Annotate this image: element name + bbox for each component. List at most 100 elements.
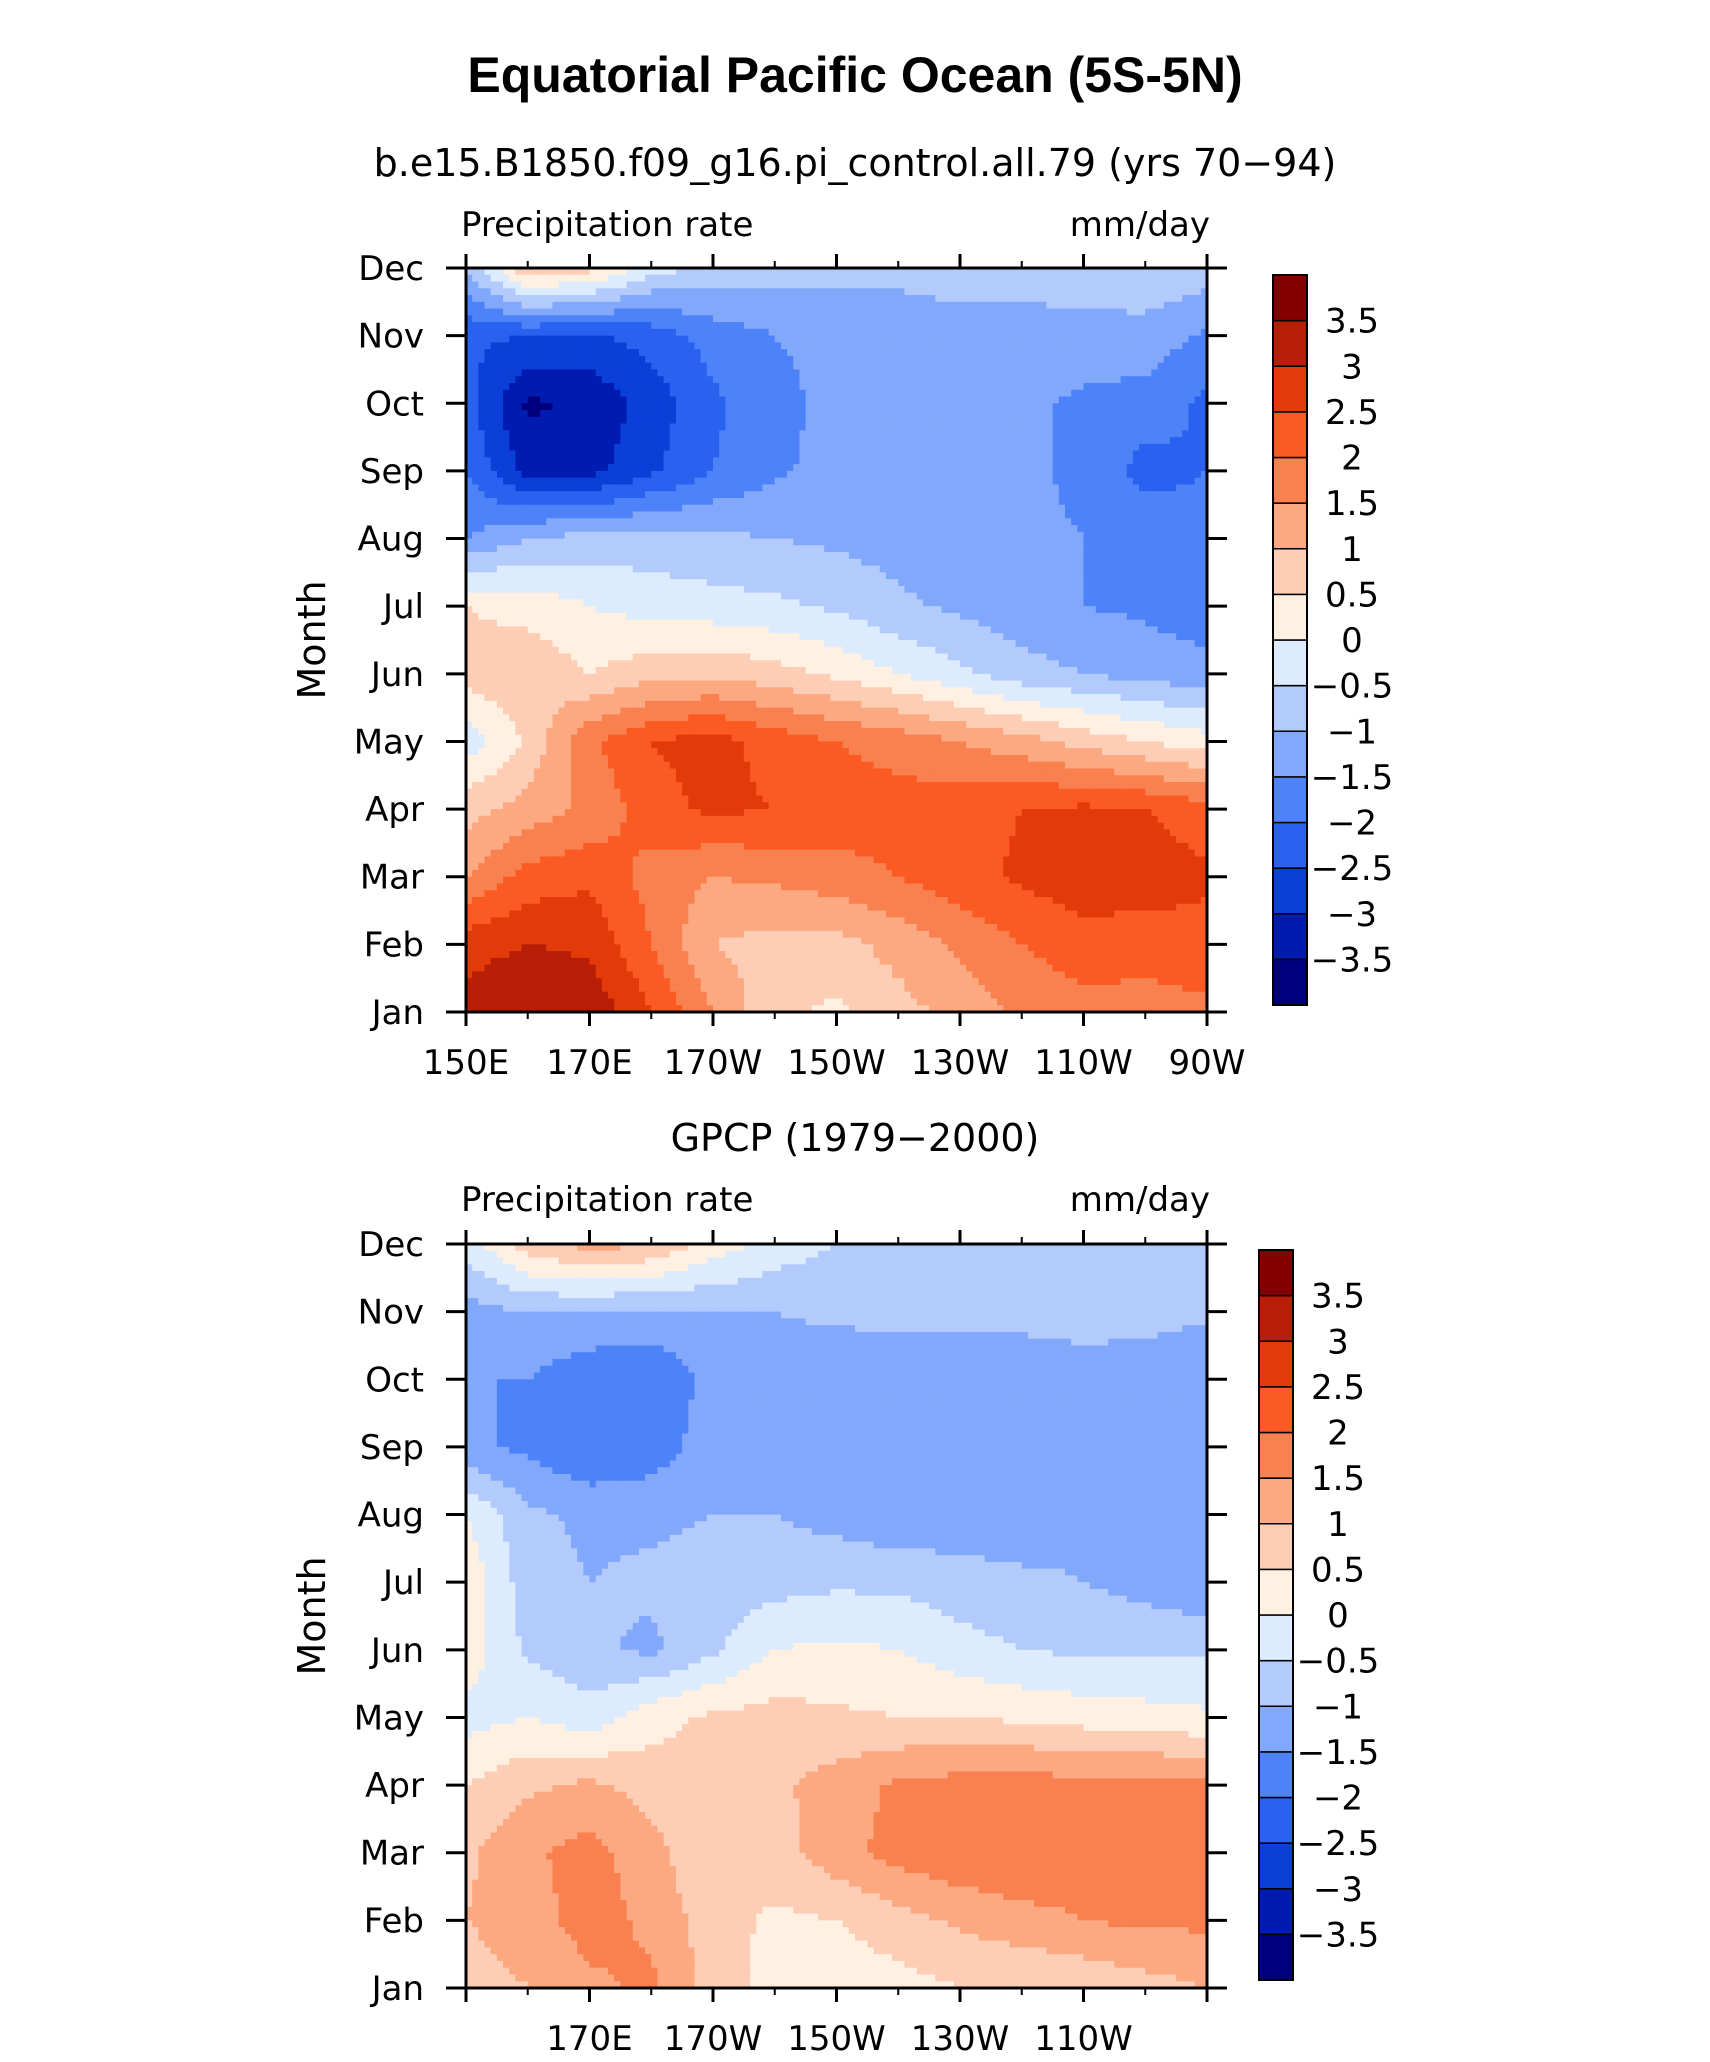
heatmap-cell	[1132, 322, 1140, 330]
heatmap-cell	[1145, 403, 1153, 411]
heatmap-cell	[1058, 430, 1066, 438]
heatmap-cell	[515, 538, 523, 546]
heatmap-cell	[953, 268, 961, 276]
heatmap-cell	[756, 430, 763, 438]
heatmap-cell	[1194, 281, 1202, 289]
heatmap-cell	[626, 504, 634, 513]
heatmap-cell	[892, 403, 899, 411]
heatmap-cell	[898, 315, 906, 323]
heatmap-cell	[509, 416, 516, 425]
heatmap-cell	[774, 396, 782, 404]
heatmap-cell	[1046, 403, 1054, 411]
heatmap-cell	[583, 464, 591, 472]
heatmap-cell	[694, 288, 702, 296]
heatmap-cell	[1077, 315, 1085, 323]
heatmap-cell	[997, 416, 1004, 425]
heatmap-cell	[533, 403, 541, 411]
heatmap-cell	[1120, 484, 1128, 492]
heatmap-cell	[879, 308, 887, 316]
heatmap-cell	[1102, 443, 1109, 452]
heatmap-cell	[1034, 525, 1041, 533]
heatmap-cell	[953, 423, 961, 431]
heatmap-cell	[1163, 470, 1171, 479]
heatmap-cell	[509, 423, 516, 431]
heatmap-cell	[1015, 518, 1023, 526]
heatmap-cell	[638, 525, 646, 533]
heatmap-cell	[595, 423, 603, 431]
heatmap-cell	[1034, 281, 1041, 289]
heatmap-cell	[509, 464, 516, 472]
heatmap-cell	[490, 443, 498, 452]
heatmap-cell	[675, 342, 683, 350]
heatmap-cell	[466, 295, 473, 303]
heatmap-cell	[595, 362, 603, 371]
heatmap-cell	[713, 355, 720, 364]
heatmap-cell	[1071, 443, 1078, 452]
heatmap-cell	[620, 274, 628, 283]
heatmap-cell	[910, 403, 918, 411]
heatmap-cell	[768, 281, 776, 289]
heatmap-cell	[787, 301, 794, 310]
heatmap-cell	[669, 355, 677, 364]
heatmap-cell	[817, 545, 825, 553]
heatmap-cell	[540, 328, 547, 337]
heatmap-cell	[645, 477, 652, 486]
heatmap-cell	[472, 288, 479, 296]
heatmap-cell	[737, 423, 745, 431]
heatmap-cell	[1058, 328, 1066, 337]
heatmap-cell	[1021, 525, 1029, 533]
heatmap-cell	[1132, 362, 1140, 371]
heatmap-cell	[688, 281, 696, 289]
heatmap-cell	[1132, 450, 1140, 458]
heatmap-cell	[1157, 369, 1165, 377]
heatmap-cell	[1151, 423, 1159, 431]
heatmap-cell	[867, 491, 875, 499]
heatmap-cell	[570, 450, 578, 458]
heatmap-cell	[700, 389, 708, 398]
heatmap-cell	[719, 295, 726, 303]
heatmap-cell	[1132, 274, 1140, 283]
heatmap-cell	[1102, 355, 1109, 364]
heatmap-cell	[892, 430, 899, 438]
heatmap-cell	[1077, 403, 1085, 411]
heatmap-cell	[663, 308, 671, 316]
heatmap-cell	[1015, 410, 1023, 418]
heatmap-cell	[663, 477, 671, 486]
heatmap-cell	[546, 538, 554, 546]
heatmap-cell	[583, 450, 591, 458]
heatmap-cell	[496, 464, 504, 472]
heatmap-cell	[910, 477, 918, 486]
heatmap-cell	[1194, 531, 1202, 540]
heatmap-cell	[842, 497, 850, 506]
heatmap-cell	[564, 525, 572, 533]
heatmap-cell	[1200, 410, 1207, 418]
heatmap-cell	[645, 525, 652, 533]
heatmap-cell	[978, 497, 986, 506]
heatmap-cell	[496, 525, 504, 533]
heatmap-cell	[861, 416, 868, 425]
heatmap-cell	[478, 322, 486, 330]
heatmap-cell	[997, 355, 1004, 364]
heatmap-cell	[632, 450, 640, 458]
heatmap-cell	[1009, 369, 1017, 377]
heatmap-cell	[1040, 342, 1048, 350]
heatmap-cell	[626, 389, 634, 398]
heatmap-cell	[552, 464, 560, 472]
heatmap-cell	[861, 504, 868, 513]
heatmap-cell	[817, 497, 825, 506]
heatmap-cell	[935, 322, 943, 330]
heatmap-cell	[533, 491, 541, 499]
heatmap-cell	[873, 470, 881, 479]
heatmap-cell	[484, 369, 492, 377]
heatmap-cell	[1194, 484, 1202, 492]
heatmap-cell	[867, 477, 875, 486]
heatmap-cell	[750, 545, 757, 553]
heatmap-cell	[873, 322, 881, 330]
heatmap-cell	[1151, 477, 1159, 486]
heatmap-cell	[1089, 342, 1097, 350]
heatmap-cell	[817, 328, 825, 337]
heatmap-cell	[1120, 531, 1128, 540]
heatmap-cell	[997, 274, 1004, 283]
heatmap-cell	[1126, 410, 1134, 418]
heatmap-cell	[657, 335, 665, 343]
